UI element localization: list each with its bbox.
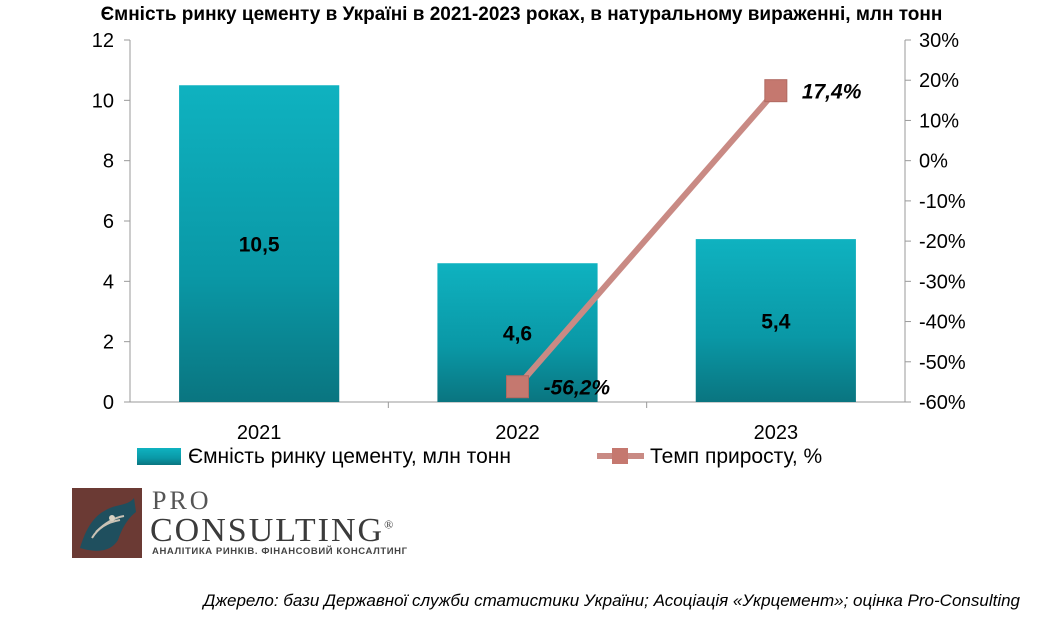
y-left-tick-label: 2: [103, 332, 114, 354]
x-tick-label: 2021: [237, 422, 282, 444]
legend-bar-swatch: [137, 448, 181, 465]
y-left-tick-label: 12: [92, 30, 114, 52]
y-right-tick-label: -50%: [919, 352, 966, 374]
legend-line-label: Темп приросту, %: [650, 445, 822, 468]
y-left-tick-label: 8: [103, 151, 114, 173]
y-right-tick-label: 20%: [919, 70, 959, 92]
y-left-tick-label: 10: [92, 90, 114, 112]
y-left-tick-label: 6: [103, 211, 114, 233]
logo-text-pro: PRO: [152, 486, 212, 515]
growth-point: [764, 79, 788, 103]
bar: [179, 85, 340, 402]
logo-icon: [72, 488, 142, 558]
y-right-tick-label: -20%: [919, 231, 966, 253]
x-tick-label: 2023: [754, 422, 799, 444]
y-right-tick-label: 0%: [919, 151, 948, 173]
legend: Ємність ринку цементу, млн тонн Темп прир…: [137, 445, 822, 468]
bar-data-label: 5,4: [761, 311, 791, 334]
y-right-tick-label: -40%: [919, 312, 966, 334]
y-right-tick-label: -60%: [919, 392, 966, 414]
logo-registered-mark: ®: [384, 517, 396, 532]
legend-line-marker: [612, 448, 628, 464]
y-right-tick-label: -30%: [919, 271, 966, 293]
bar: [695, 239, 856, 402]
logo-text-consulting: CONSULTING®: [150, 512, 395, 550]
chart: 0 2 4 6 8 10 12 -60% -50% -40% -30% -20% -10% 0% 10% 20…: [92, 30, 966, 468]
growth-data-label: -56,2%: [544, 377, 611, 400]
bars: 10,5 4,6 5,4: [179, 85, 856, 402]
logo-tagline: АНАЛІТИКА РИНКІВ. ФІНАНСОВИЙ КОНСАЛТИНГ: [152, 546, 408, 557]
bar-data-label: 4,6: [503, 323, 532, 346]
logo-text-consulting-word: CONSULTING: [150, 512, 385, 549]
y-right-tick-label: 10%: [919, 110, 959, 132]
y-left-tick-label: 0: [103, 392, 114, 414]
growth-line-path: [515, 88, 779, 389]
legend-bar-label: Ємність ринку цементу, млн тонн: [188, 445, 511, 468]
growth-line: -56,2% 17,4%: [506, 79, 862, 400]
bar-data-label: 10,5: [239, 234, 280, 257]
growth-data-label: 17,4%: [802, 81, 862, 104]
chart-title: Ємність ринку цементу в Україні в 2021-2…: [100, 4, 943, 25]
growth-point: [506, 375, 529, 399]
x-tick-label: 2022: [495, 422, 540, 444]
y-right-tick-label: -10%: [919, 191, 966, 213]
y-right-tick-label: 30%: [919, 30, 959, 52]
source-note: Джерело: бази Державної служби статистик…: [203, 591, 1020, 610]
y-left-tick-label: 4: [103, 271, 114, 293]
axes: 0 2 4 6 8 10 12 -60% -50% -40% -30% -20% -10% 0% 10% 20…: [92, 30, 966, 444]
